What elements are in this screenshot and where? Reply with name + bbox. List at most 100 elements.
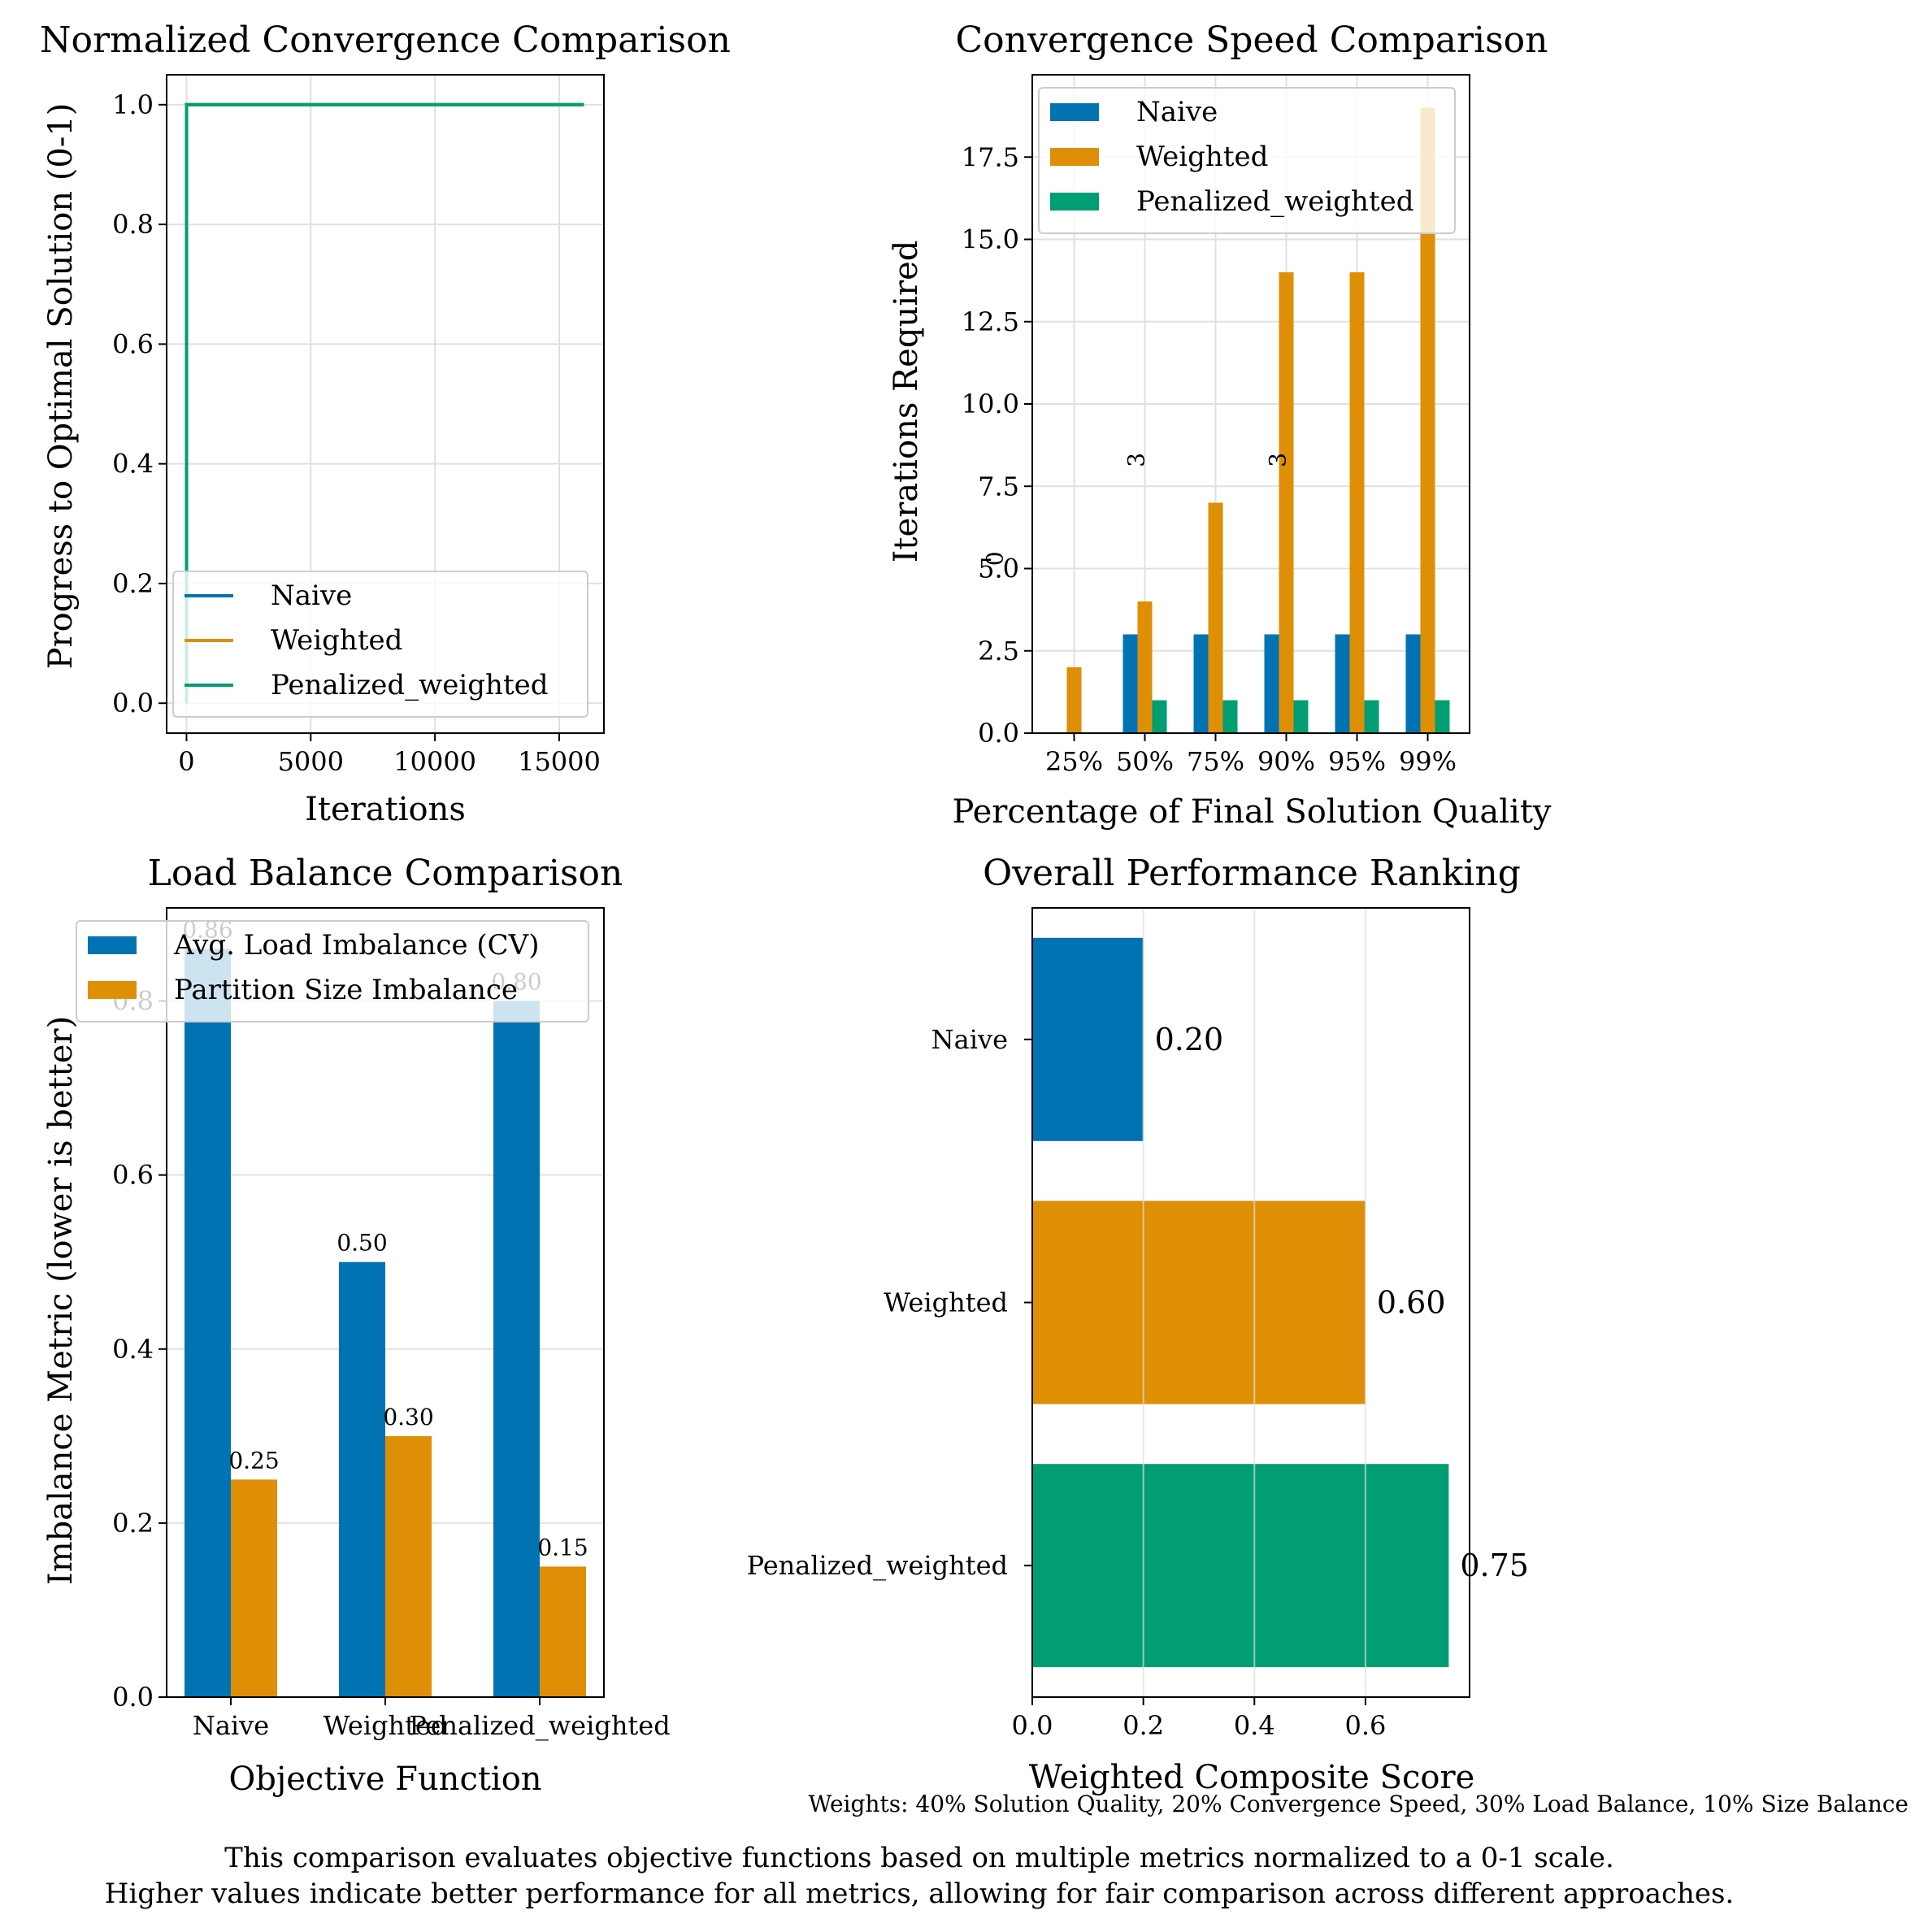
- bar: [185, 949, 231, 1697]
- y-tick-label: 2.5: [978, 636, 1019, 666]
- chart-title: Overall Performance Ranking: [983, 853, 1521, 894]
- y-axis-label: Iterations Required: [888, 241, 925, 563]
- x-tick-label: 50%: [1116, 746, 1174, 777]
- x-tick-label: 75%: [1187, 746, 1244, 777]
- bar: [1264, 634, 1279, 733]
- y-tick-label: 0.0: [112, 1682, 154, 1713]
- legend-label: Naive: [1136, 96, 1218, 128]
- bar: [1405, 634, 1421, 733]
- chart-title: Load Balance Comparison: [148, 853, 623, 894]
- bar: [339, 1261, 385, 1697]
- weights-note: Weights: 40% Solution Quality, 20% Conve…: [808, 1791, 1908, 1817]
- y-tick-label: 0.6: [112, 328, 154, 359]
- legend-label: Penalized_weighted: [1136, 185, 1414, 218]
- caption-line-2: Higher values indicate better performanc…: [105, 1878, 1735, 1910]
- y-tick-label: 1.0: [112, 89, 154, 120]
- legend-box: [1038, 87, 1456, 234]
- legend-box: [172, 571, 588, 718]
- bar: [540, 1566, 586, 1697]
- y-tick-label: 10.0: [962, 389, 1019, 419]
- x-tick-label: 99%: [1399, 746, 1457, 777]
- legend-swatch: [1050, 148, 1099, 166]
- bar: [1066, 667, 1082, 733]
- y-tick-label: Penalized_weighted: [747, 1550, 1008, 1581]
- bar: [1032, 1464, 1449, 1668]
- bar: [1364, 700, 1379, 733]
- y-tick-label: 0.2: [112, 1508, 154, 1539]
- bar: [1032, 937, 1144, 1141]
- y-tick-label: 15.0: [962, 224, 1019, 255]
- x-tick-label: Penalized_weighted: [409, 1710, 670, 1741]
- legend-label: Partition Size Imbalance: [174, 974, 518, 1006]
- bar-value-label: 0.50: [337, 1230, 387, 1257]
- x-tick-label: 95%: [1328, 746, 1386, 777]
- legend-label: Avg. Load Imbalance (CV): [173, 929, 539, 962]
- chart-title: Normalized Convergence Comparison: [40, 20, 731, 61]
- bar: [493, 1001, 540, 1697]
- bar: [1435, 700, 1450, 733]
- x-tick-label: 0.4: [1234, 1710, 1275, 1741]
- y-axis-label: Imbalance Metric (lower is better): [42, 1016, 80, 1585]
- y-axis-label: Progress to Optimal Solution (0-1): [42, 103, 80, 670]
- bar: [385, 1435, 432, 1697]
- performance-ranking-chart: Overall Performance Ranking Weighted Com…: [747, 853, 1529, 1796]
- legend-label: Naive: [271, 580, 352, 612]
- bar: [1122, 634, 1138, 733]
- y-tick-label: 17.5: [962, 141, 1019, 172]
- legend-swatch: [88, 936, 137, 954]
- y-tick-label: 0.2: [112, 568, 154, 599]
- chart-title: Convergence Speed Comparison: [956, 20, 1548, 61]
- bar-annotation: 3: [1265, 453, 1292, 467]
- legend-label: Weighted: [271, 624, 402, 657]
- bar: [231, 1479, 277, 1697]
- x-tick-label: Weighted: [324, 1710, 448, 1741]
- caption-line-1: This comparison evaluates objective func…: [224, 1842, 1614, 1874]
- convergence-line-chart: Normalized Convergence Comparison Iterat…: [40, 20, 731, 828]
- bar: [1420, 107, 1435, 733]
- bar: [1152, 700, 1167, 733]
- y-tick-label: Naive: [931, 1024, 1008, 1055]
- bar-value-label: 0.75: [1460, 1548, 1529, 1583]
- x-axis-label: Iterations: [305, 791, 466, 828]
- y-tick-label: 0.8: [112, 209, 154, 240]
- x-tick-label: 90%: [1257, 746, 1315, 777]
- x-tick-label: 0: [178, 746, 194, 777]
- x-tick-label: Naive: [193, 1710, 269, 1741]
- y-tick-label: 0.6: [112, 1160, 154, 1191]
- bar: [1208, 502, 1223, 733]
- bar: [1193, 634, 1209, 733]
- plot-frame: [166, 74, 605, 734]
- x-tick-label: 10000: [393, 746, 476, 777]
- convergence-speed-bar-chart: Convergence Speed Comparison Percentage …: [888, 20, 1552, 831]
- bar-value-label: 0.25: [228, 1447, 279, 1474]
- legend-swatch: [1050, 103, 1099, 121]
- legend-swatch: [88, 981, 137, 999]
- x-tick-label: 15000: [518, 746, 601, 777]
- bar-annotation: 0: [982, 551, 1009, 566]
- y-tick-label: 0.0: [978, 718, 1019, 749]
- legend-label: Weighted: [1136, 141, 1268, 173]
- x-tick-label: 25%: [1045, 746, 1103, 777]
- bar: [1137, 601, 1153, 733]
- bar-annotation: 3: [1123, 453, 1150, 467]
- x-tick-label: 5000: [278, 746, 344, 777]
- bar: [1222, 700, 1238, 733]
- y-tick-label: 5.0: [978, 554, 1019, 584]
- bar-value-label: 0.15: [537, 1534, 588, 1561]
- series-line: [185, 102, 584, 704]
- x-tick-label: 0.2: [1122, 1710, 1164, 1741]
- bar: [1293, 700, 1309, 733]
- legend-label: Penalized_weighted: [271, 669, 549, 701]
- bar: [1335, 634, 1350, 733]
- bar-value-label: 0.20: [1155, 1022, 1224, 1057]
- bar: [1349, 272, 1365, 733]
- x-axis-label: Percentage of Final Solution Quality: [952, 793, 1551, 831]
- x-tick-label: 0.0: [1012, 1710, 1053, 1741]
- y-tick-label: 0.0: [112, 688, 154, 719]
- bar: [1032, 1200, 1366, 1404]
- legend-swatch: [1050, 193, 1099, 211]
- bar-value-label: 0.60: [1377, 1285, 1446, 1321]
- x-axis-label: Weighted Composite Score: [1029, 1759, 1475, 1796]
- x-axis-label: Objective Function: [228, 1761, 541, 1798]
